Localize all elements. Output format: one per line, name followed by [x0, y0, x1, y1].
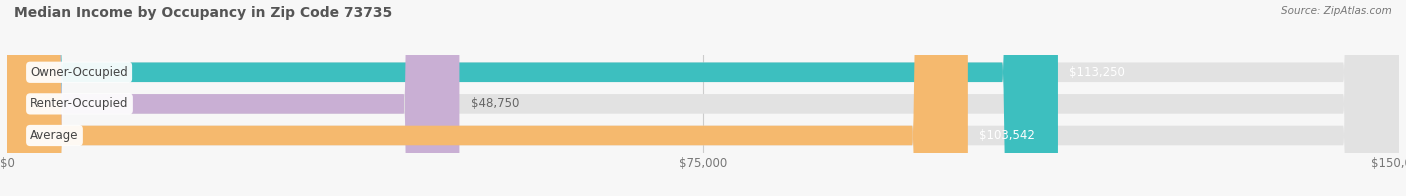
FancyBboxPatch shape	[7, 0, 1399, 196]
FancyBboxPatch shape	[7, 0, 1399, 196]
Text: Owner-Occupied: Owner-Occupied	[31, 66, 128, 79]
Text: Source: ZipAtlas.com: Source: ZipAtlas.com	[1281, 6, 1392, 16]
Text: $103,542: $103,542	[979, 129, 1035, 142]
Text: Renter-Occupied: Renter-Occupied	[31, 97, 129, 110]
Text: Average: Average	[31, 129, 79, 142]
FancyBboxPatch shape	[7, 0, 967, 196]
Text: Median Income by Occupancy in Zip Code 73735: Median Income by Occupancy in Zip Code 7…	[14, 6, 392, 20]
FancyBboxPatch shape	[7, 0, 460, 196]
FancyBboxPatch shape	[7, 0, 1057, 196]
Text: $48,750: $48,750	[471, 97, 519, 110]
FancyBboxPatch shape	[7, 0, 1399, 196]
Text: $113,250: $113,250	[1069, 66, 1125, 79]
